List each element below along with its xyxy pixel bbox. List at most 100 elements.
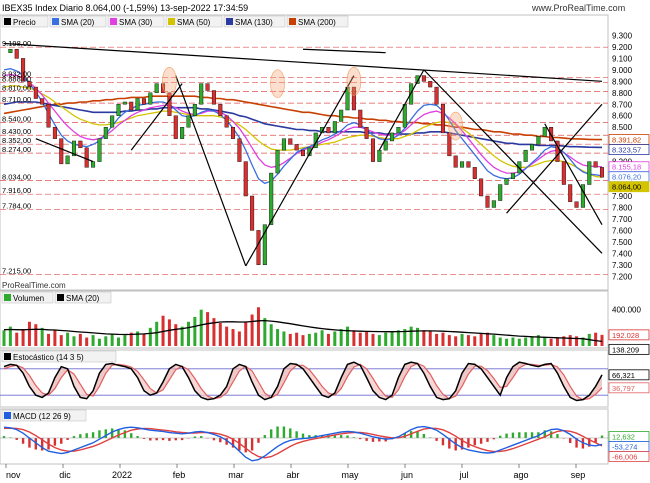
stoch-fill-77 xyxy=(487,370,494,387)
stoch-fill-58 xyxy=(366,368,373,391)
stoch-k-line xyxy=(3,361,603,402)
y-tick-label-17: 7.600 xyxy=(612,226,633,235)
price-panel: 9.300 9.200 9.100 9.000 8.900 8.800 8.700 8.600… xyxy=(0,14,650,291)
volume-bar-61 xyxy=(390,331,394,346)
macd-hist-bar-87 xyxy=(556,434,559,438)
macd-hist-bar-80 xyxy=(511,432,515,438)
price-candle-31 xyxy=(199,83,204,105)
price-candle-62 xyxy=(396,126,401,134)
price-candle-35 xyxy=(224,115,229,128)
chart-title: IBEX35 Index Diario 8.064,00 (-1,59%) 13… xyxy=(2,3,248,13)
volume-bar-24 xyxy=(155,321,159,346)
volume-bar-21 xyxy=(136,331,140,346)
volume-bar-89 xyxy=(568,335,572,346)
price-candle-85 xyxy=(542,126,547,137)
x-tick-label-8: jul xyxy=(458,470,468,480)
stochastic-right-tags: 66,321 36,797 xyxy=(608,369,650,394)
macd-hist-bar-48 xyxy=(308,435,311,438)
stoch-fill-73 xyxy=(462,363,469,387)
price-candle-23 xyxy=(148,92,153,105)
stoch-fill-50 xyxy=(315,377,323,396)
macd-hist-bar-5 xyxy=(34,438,38,450)
x-tick-label-4: mar xyxy=(228,470,244,480)
price-candle-17 xyxy=(110,115,115,128)
macd-hist-bar-76 xyxy=(486,438,489,442)
stoch-fill-94 xyxy=(595,374,602,395)
volume-bar-75 xyxy=(479,333,483,346)
macd-hist-bar-35 xyxy=(225,438,228,445)
volume-bar-63 xyxy=(403,329,407,346)
volume-bar-39 xyxy=(250,314,254,346)
price-candle-84 xyxy=(536,136,541,145)
macd-hist-bar-39 xyxy=(250,438,254,451)
x-tick-label-6: may xyxy=(341,470,359,480)
stoch-tag-label-0: 66,321 xyxy=(612,371,635,380)
left-level-labels: 9.198,00 8.932,008.888,008.810,00 8.710,00… xyxy=(2,39,31,275)
stoch-fill-63 xyxy=(398,364,405,390)
y-tick-label-3: 9.000 xyxy=(612,66,633,75)
price-candle-13 xyxy=(84,147,89,168)
x-tick-label-10: sep xyxy=(571,470,586,480)
macd-hist-bar-46 xyxy=(295,431,298,438)
volume-bar-93 xyxy=(594,332,598,346)
macd-hist-bar-94 xyxy=(600,435,604,438)
left-level-label-10: 7.916,00 xyxy=(2,186,31,195)
macd-hist-bar-15 xyxy=(98,430,101,438)
price-candle-94 xyxy=(600,167,605,178)
volume-bar-66 xyxy=(422,330,426,346)
volume-sma xyxy=(3,319,603,343)
volume-panel-frame xyxy=(0,290,609,349)
price-candle-58 xyxy=(370,138,375,162)
trendline-7 xyxy=(130,83,183,151)
macd-hist-bar-19 xyxy=(123,430,127,438)
stoch-fill-12 xyxy=(74,374,81,398)
stoch-tag-label-1: 36,797 xyxy=(612,384,635,393)
volume-bar-85 xyxy=(543,337,547,346)
macd-right-tags: 12,632-53,274-66,006 xyxy=(608,431,650,462)
price-candle-71 xyxy=(453,155,458,168)
macd-lines xyxy=(0,425,608,462)
volume-bar-41 xyxy=(263,318,267,346)
volume-bar-50 xyxy=(320,330,324,346)
legend-box-0 xyxy=(1,15,49,28)
stoch-fill-6 xyxy=(35,385,43,398)
volume-bar-32 xyxy=(206,312,210,346)
volume-bar-76 xyxy=(485,332,489,346)
price-candle-83 xyxy=(530,144,535,151)
macd-hist-bar-57 xyxy=(365,438,368,441)
left-level-label-3: 8.810,00 xyxy=(2,84,31,93)
left-level-label-2: 8.888,00 xyxy=(2,75,31,84)
macd-hist-bar-16 xyxy=(104,429,107,438)
peak-highlight-0 xyxy=(162,67,177,96)
macd-hist-bar-58 xyxy=(371,438,375,442)
volume-tick-label-0: 400.000 xyxy=(612,306,641,315)
price-candle-55 xyxy=(351,86,356,111)
price-candle-45 xyxy=(288,138,293,145)
macd-hist-bar-73 xyxy=(467,438,470,448)
volume-bar-86 xyxy=(549,338,553,346)
legend-label-1: SMA (20) xyxy=(61,18,95,27)
left-level-label-9: 8.034,00 xyxy=(2,173,31,182)
macd-tag-box-2 xyxy=(608,451,650,462)
macd-tag-label-0: 12,632 xyxy=(612,432,635,441)
price-candle-22 xyxy=(141,98,146,105)
volume-bar-84 xyxy=(536,335,540,346)
volume-bar-62 xyxy=(396,330,400,346)
volume-bar-20 xyxy=(129,332,133,346)
volume-bar-49 xyxy=(314,332,318,346)
stoch-fill-80 xyxy=(506,366,513,387)
y-tick-label-4: 8.900 xyxy=(612,77,633,86)
price-candle-3 xyxy=(21,58,26,82)
volume-bar-57 xyxy=(365,331,369,346)
price-right-tags: 8.391,828.323,57 8.155,188.076,208.064,00 xyxy=(608,134,650,193)
volume-bar-5 xyxy=(34,324,38,346)
price-candle-90 xyxy=(574,201,579,208)
x-tick-label-7: jun xyxy=(400,470,413,480)
trendline-8 xyxy=(35,138,94,163)
legend-label-3: SMA (50) xyxy=(177,18,211,27)
price-panel-frame xyxy=(0,14,609,291)
volume-bar-94 xyxy=(600,334,604,346)
stoch-fill-40 xyxy=(252,371,259,396)
macd-hist-bar-2 xyxy=(15,438,18,440)
macd-hist-bar-75 xyxy=(479,438,483,444)
